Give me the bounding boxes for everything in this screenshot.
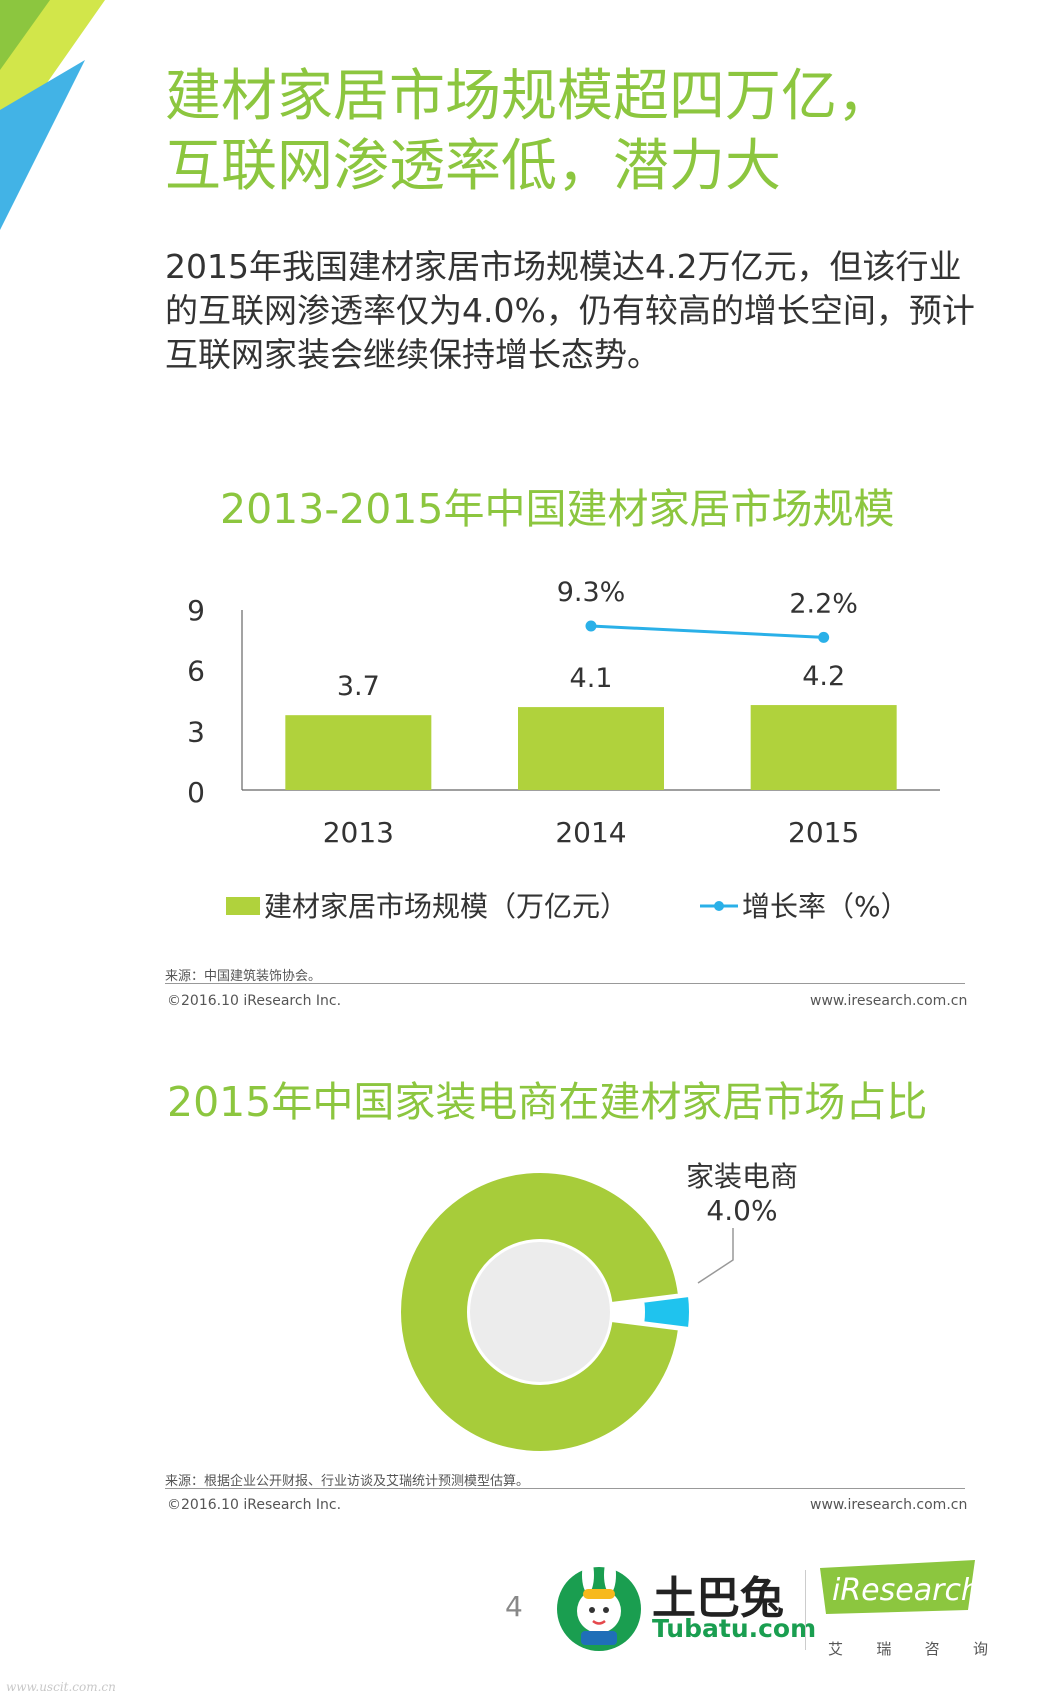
growth-value-label: 9.3% [557, 577, 626, 608]
bar-value-label: 4.2 [802, 661, 845, 692]
growth-value-label: 2.2% [789, 588, 858, 619]
pie-slice [642, 1294, 691, 1330]
iresearch-logo: iResearch [820, 1560, 980, 1614]
donut-hole [470, 1242, 610, 1382]
y-tick-label: 0 [187, 776, 205, 809]
page-title: 建材家居市场规模超四万亿， 互联网渗透率低，潜力大 [165, 62, 985, 202]
legend-bar-label: 建材家居市场规模（万亿元） [264, 890, 628, 923]
iresearch-char: 咨 [924, 1640, 940, 1658]
callout-name: 家装电商 [686, 1160, 798, 1193]
callout-value: 4.0% [706, 1194, 777, 1227]
watermark: www.uscit.com.cn [6, 1680, 116, 1694]
page-number: 4 [505, 1590, 523, 1623]
x-tick-label: 2015 [788, 816, 859, 849]
iresearch-char: 艾 [828, 1640, 844, 1658]
y-tick-label: 6 [187, 655, 205, 688]
chart1-title: 2013-2015年中国建材家居市场规模 [220, 485, 895, 533]
iresearch-logo-text: iResearch [832, 1573, 980, 1608]
x-tick-label: 2013 [323, 816, 394, 849]
bar [750, 705, 897, 790]
growth-line [590, 624, 824, 639]
chart2-title: 2015年中国家装电商在建材家居市场占比 [167, 1078, 928, 1126]
iresearch-chars: 艾 瑞 咨 询 [828, 1638, 988, 1659]
page-title-line2: 互联网渗透率低，潜力大 [165, 134, 781, 199]
iresearch-char: 询 [972, 1640, 988, 1658]
chart2-copyright: ©2016.10 iResearch Inc. [167, 1497, 342, 1513]
logo-divider [805, 1570, 806, 1650]
chart1-divider [165, 983, 965, 984]
bar [285, 715, 432, 790]
pie-slice [399, 1171, 681, 1453]
tubatu-brand-cn: 土巴兔 [652, 1573, 784, 1624]
bar-value-label: 4.1 [570, 663, 613, 694]
y-tick-label: 9 [187, 594, 205, 627]
bar-value-label: 3.7 [337, 671, 380, 702]
chart2-source: 来源：根据企业公开财报、行业访谈及艾瑞统计预测模型估算。 [165, 1474, 530, 1489]
bar [518, 707, 664, 790]
tubatu-brand-en: Tubatu.com [652, 1614, 817, 1643]
legend-line-label: 增长率（%） [742, 890, 909, 923]
x-tick-label: 2014 [555, 816, 626, 849]
tubatu-rabbit-logo [557, 1557, 641, 1651]
growth-point [818, 631, 830, 643]
legend-bar-swatch [226, 897, 260, 915]
iresearch-char: 瑞 [876, 1640, 892, 1658]
legend-line-marker [714, 901, 724, 911]
chart1-copyright: ©2016.10 iResearch Inc. [167, 993, 342, 1009]
chart2-divider [165, 1488, 965, 1489]
chart1-source: 来源：中国建筑装饰协会。 [165, 969, 322, 984]
y-tick-label: 3 [187, 715, 205, 748]
page-title-line1: 建材家居市场规模超四万亿， [165, 64, 893, 129]
page-description: 2015年我国建材家居市场规模达4.2万亿元，但该行业的互联网渗透率仅为4.0%… [165, 247, 975, 374]
chart2-website: www.iresearch.com.cn [810, 1497, 968, 1513]
chart1-website: www.iresearch.com.cn [810, 993, 968, 1009]
market-size-chart: 0 3 6 9 3.7 2013 4.1 2014 4.2 2015 9.3% 2.2% 建材家居市场规… [187, 577, 940, 923]
callout-leader [697, 1228, 734, 1284]
growth-point [585, 620, 597, 632]
corner-decoration [0, 0, 105, 230]
